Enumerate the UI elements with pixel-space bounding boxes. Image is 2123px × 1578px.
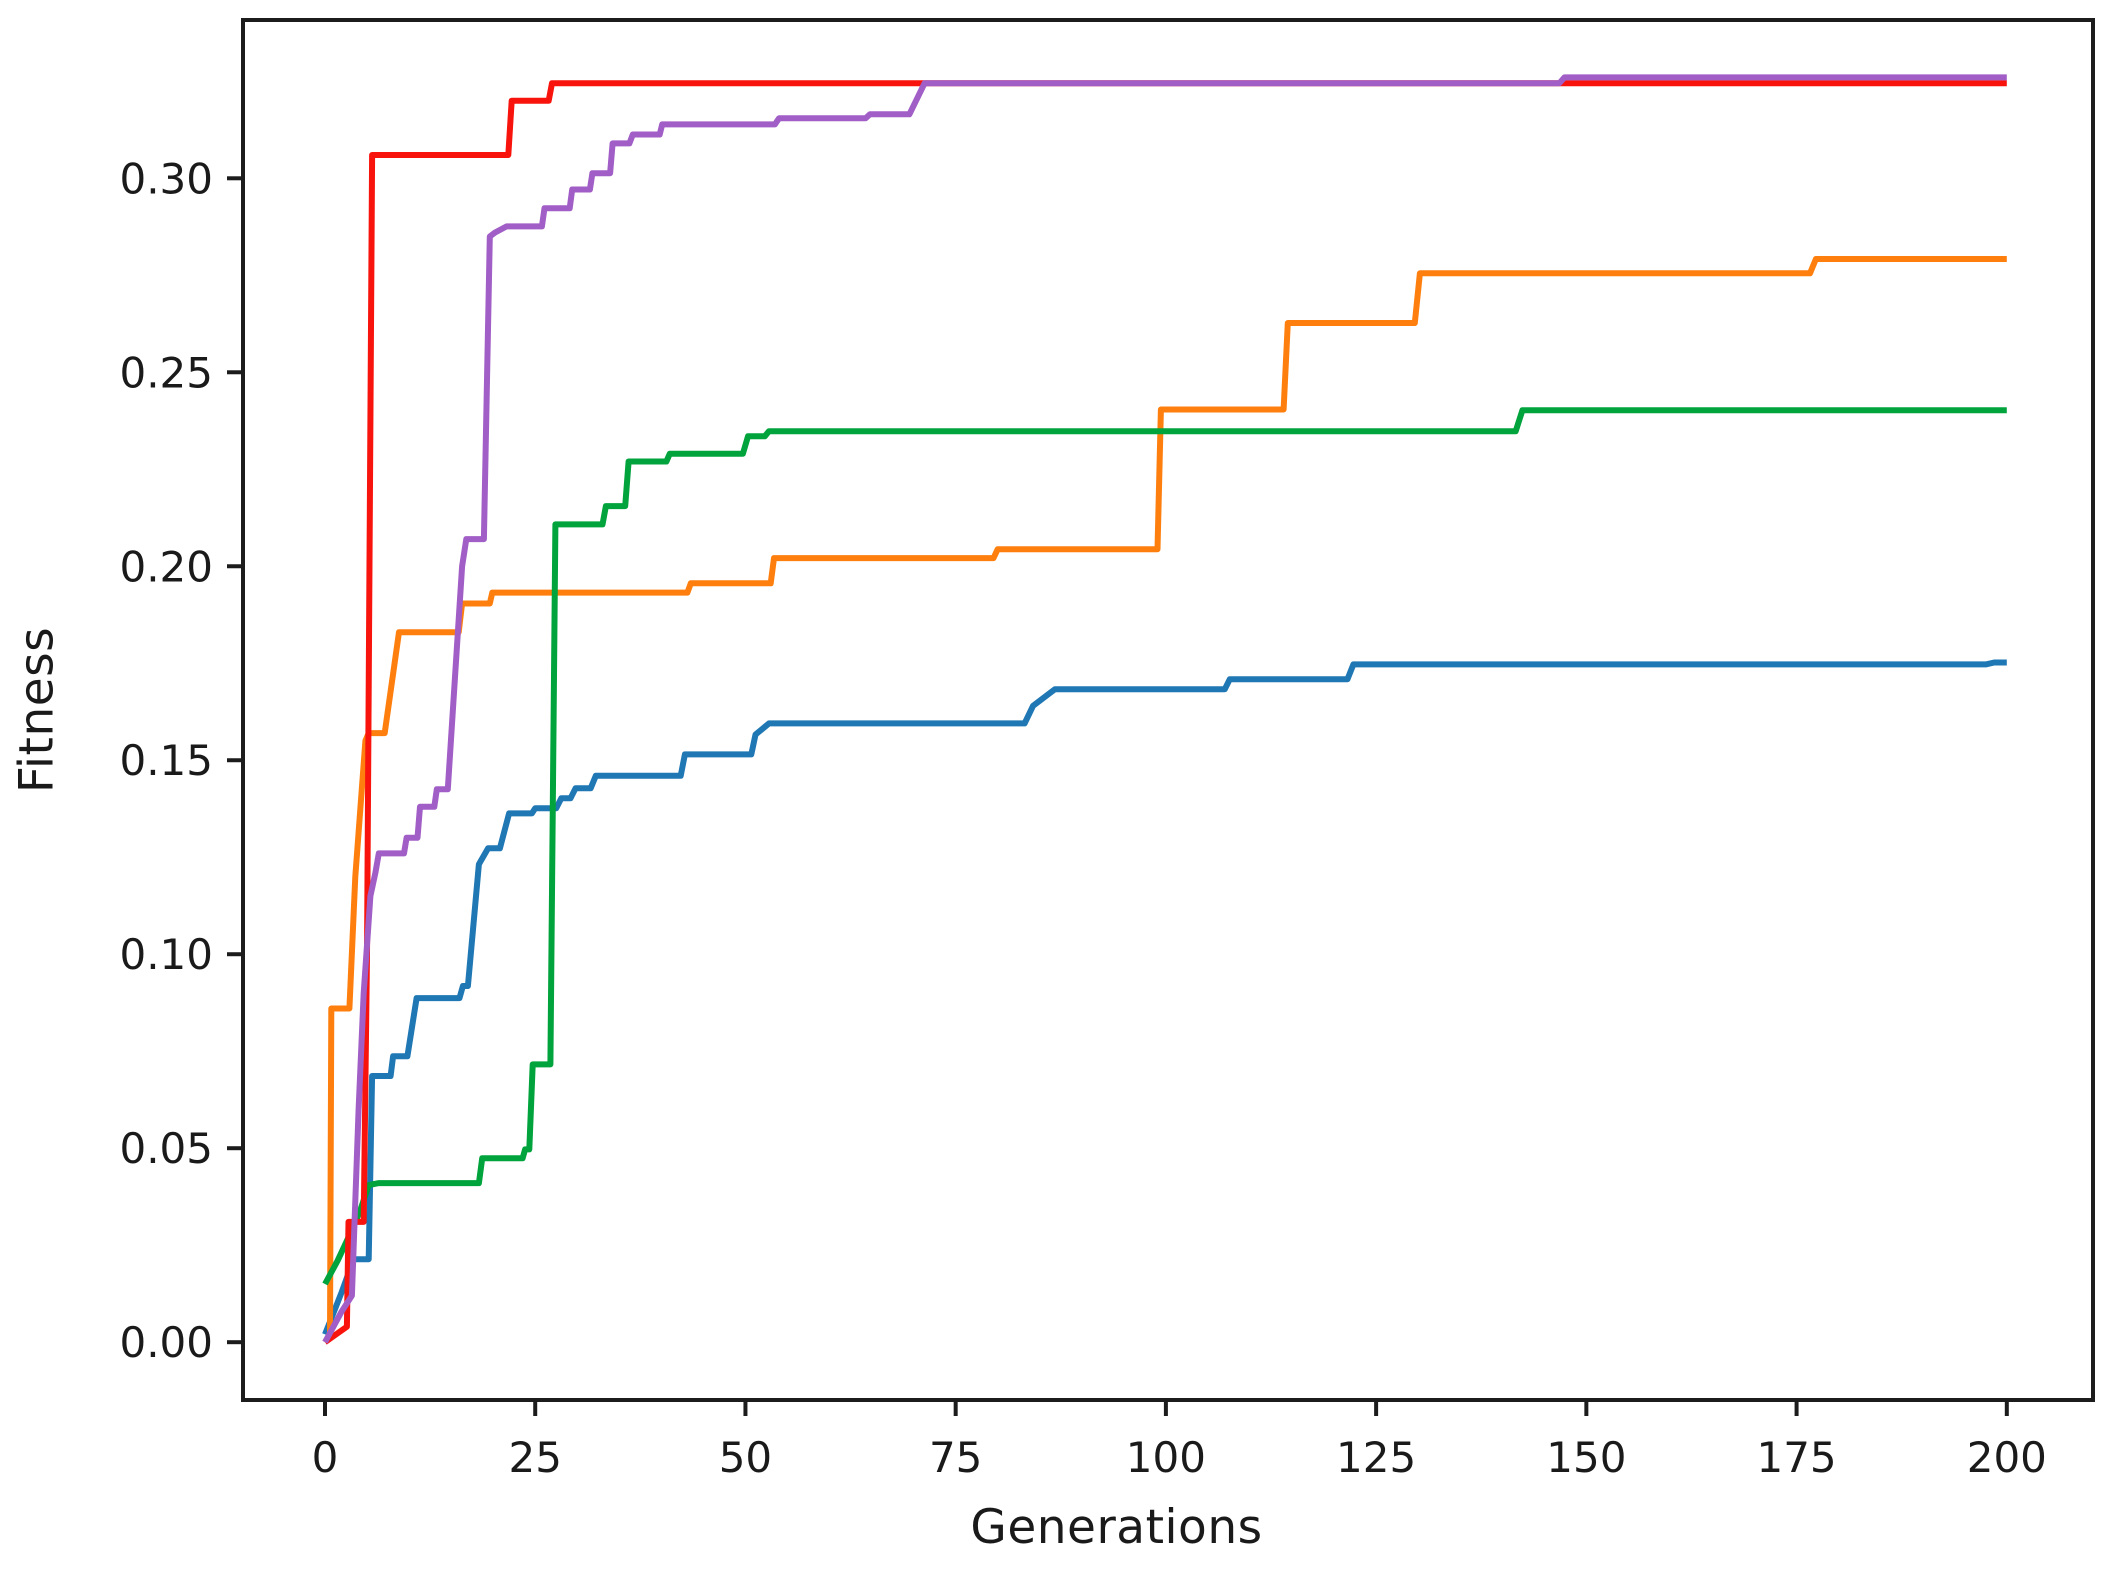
series-line-purple: [322, 74, 2007, 1344]
y-tick-label: 0.20: [119, 542, 213, 591]
series-line-blue: [322, 659, 2007, 1336]
x-tick-label: 25: [508, 1433, 561, 1482]
y-tick-label: 0.00: [119, 1318, 213, 1367]
x-tick-label: 175: [1756, 1433, 1836, 1482]
x-axis-label: Generations: [970, 1500, 1263, 1555]
y-tick-label: 0.25: [119, 348, 213, 397]
y-tick-label: 0.15: [119, 736, 213, 785]
y-tick-label: 0.30: [119, 154, 213, 203]
x-tick-label: 50: [719, 1433, 772, 1482]
plot-frame: [241, 18, 2095, 1402]
y-axis-label: Fitness: [9, 626, 65, 794]
series-line-red: [323, 80, 2007, 1345]
x-tick-label: 0: [312, 1433, 339, 1482]
x-tick-label: 75: [929, 1433, 982, 1482]
series-line-orange: [322, 256, 2007, 1344]
y-tick-label: 0.05: [119, 1124, 213, 1173]
x-tick-label: 200: [1967, 1433, 2047, 1482]
x-tick-label: 150: [1546, 1433, 1626, 1482]
x-tick-label: 100: [1126, 1433, 1206, 1482]
series-line-green: [322, 407, 2007, 1286]
y-tick-label: 0.10: [119, 930, 213, 979]
x-tick-label: 125: [1336, 1433, 1416, 1482]
